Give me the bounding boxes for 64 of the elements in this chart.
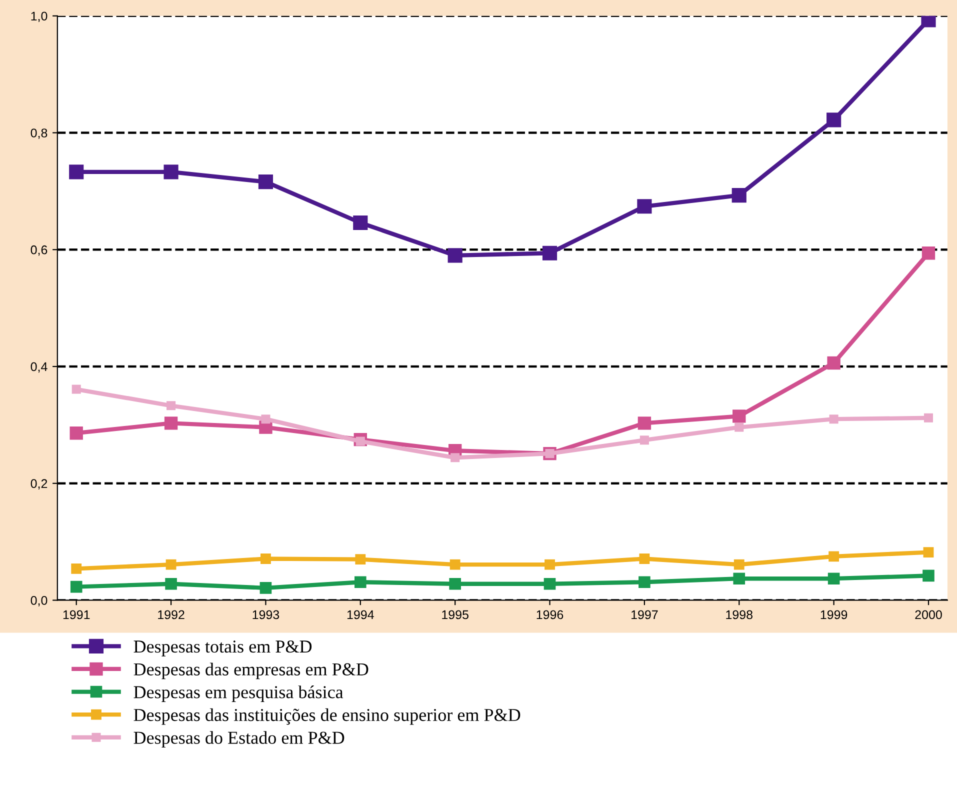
x-tick-label: 1993 (252, 610, 280, 620)
point (924, 413, 934, 422)
x-tick-label: 1999 (820, 610, 848, 620)
legend-label: Despesas do Estado em P&D (134, 731, 344, 748)
point (734, 559, 744, 570)
point (544, 578, 556, 590)
point (732, 188, 746, 203)
legend-label: Despesas das empresas em P&D (134, 662, 368, 680)
x-tick-label: 1995 (442, 610, 468, 620)
point (166, 559, 176, 570)
point (69, 164, 84, 180)
x-tick-label: 1998 (726, 610, 752, 620)
y-tick-label: 1,0 (31, 12, 48, 22)
point (827, 356, 840, 370)
point (733, 572, 746, 585)
y-tick-label: 0,2 (30, 479, 48, 490)
point (450, 559, 460, 570)
point (258, 174, 274, 190)
point (829, 414, 838, 424)
legend-label: Despesas das instituições de ensino superior em P&D (134, 708, 520, 725)
point (826, 112, 842, 128)
point (449, 578, 461, 590)
y-tick-label: 0,4 (30, 362, 48, 373)
point (450, 453, 460, 462)
point (164, 164, 178, 180)
x-tick-label: 1996 (536, 610, 564, 620)
point (448, 248, 462, 263)
point (165, 578, 177, 590)
point (354, 576, 366, 588)
point (544, 559, 555, 570)
point (72, 384, 81, 394)
x-tick-label: 2000 (915, 610, 942, 620)
point (70, 580, 82, 593)
point (638, 576, 650, 588)
point (828, 572, 840, 585)
y-tick-label: 0,0 (30, 596, 48, 606)
point (355, 554, 366, 565)
x-tick-label: 1994 (347, 610, 374, 620)
point (828, 551, 840, 562)
point (164, 416, 178, 430)
x-tick-label: 1992 (158, 610, 184, 620)
x-tick-label: 1991 (63, 610, 90, 620)
point (637, 199, 652, 214)
point (638, 416, 652, 430)
point (640, 436, 649, 445)
x-tick-label: 1997 (632, 610, 658, 620)
point (260, 582, 272, 594)
y-tick-label: 0,8 (30, 128, 48, 139)
point (639, 554, 650, 564)
y-tick-label: 0,6 (30, 245, 48, 256)
point (71, 563, 82, 574)
point (166, 401, 176, 410)
point (732, 410, 746, 423)
point (922, 570, 934, 582)
point (70, 426, 83, 440)
point (260, 554, 271, 564)
point (734, 422, 744, 432)
point (261, 414, 270, 424)
legend-label: Despesas em pesquisa básica (134, 686, 344, 702)
point (542, 246, 558, 260)
point (922, 246, 936, 260)
legend-label: Despesas totais em P&D (134, 640, 312, 656)
point (923, 547, 934, 558)
point (353, 215, 368, 230)
